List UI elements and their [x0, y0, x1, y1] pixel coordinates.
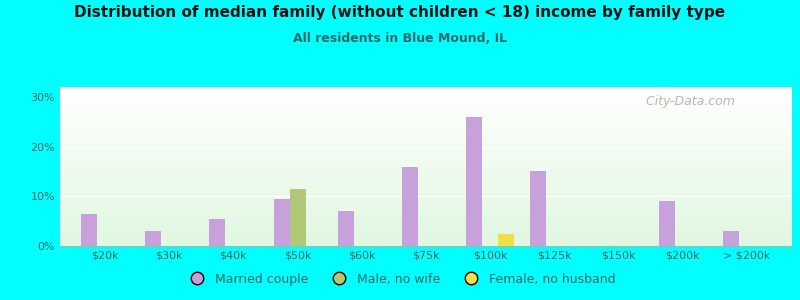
Bar [81, 214, 97, 246]
Bar [658, 201, 675, 246]
Text: City-Data.com: City-Data.com [638, 95, 735, 108]
Text: Distribution of median family (without children < 18) income by family type: Distribution of median family (without c… [74, 4, 726, 20]
Bar [530, 172, 546, 246]
Bar [290, 189, 306, 246]
Bar [338, 211, 354, 246]
Bar [210, 219, 226, 246]
Bar [498, 234, 514, 246]
Bar [274, 199, 290, 246]
Bar [145, 231, 161, 246]
Text: All residents in Blue Mound, IL: All residents in Blue Mound, IL [293, 32, 507, 44]
Bar [402, 167, 418, 246]
Bar [723, 231, 739, 246]
Legend: Married couple, Male, no wife, Female, no husband: Married couple, Male, no wife, Female, n… [180, 268, 620, 291]
Bar [466, 117, 482, 246]
